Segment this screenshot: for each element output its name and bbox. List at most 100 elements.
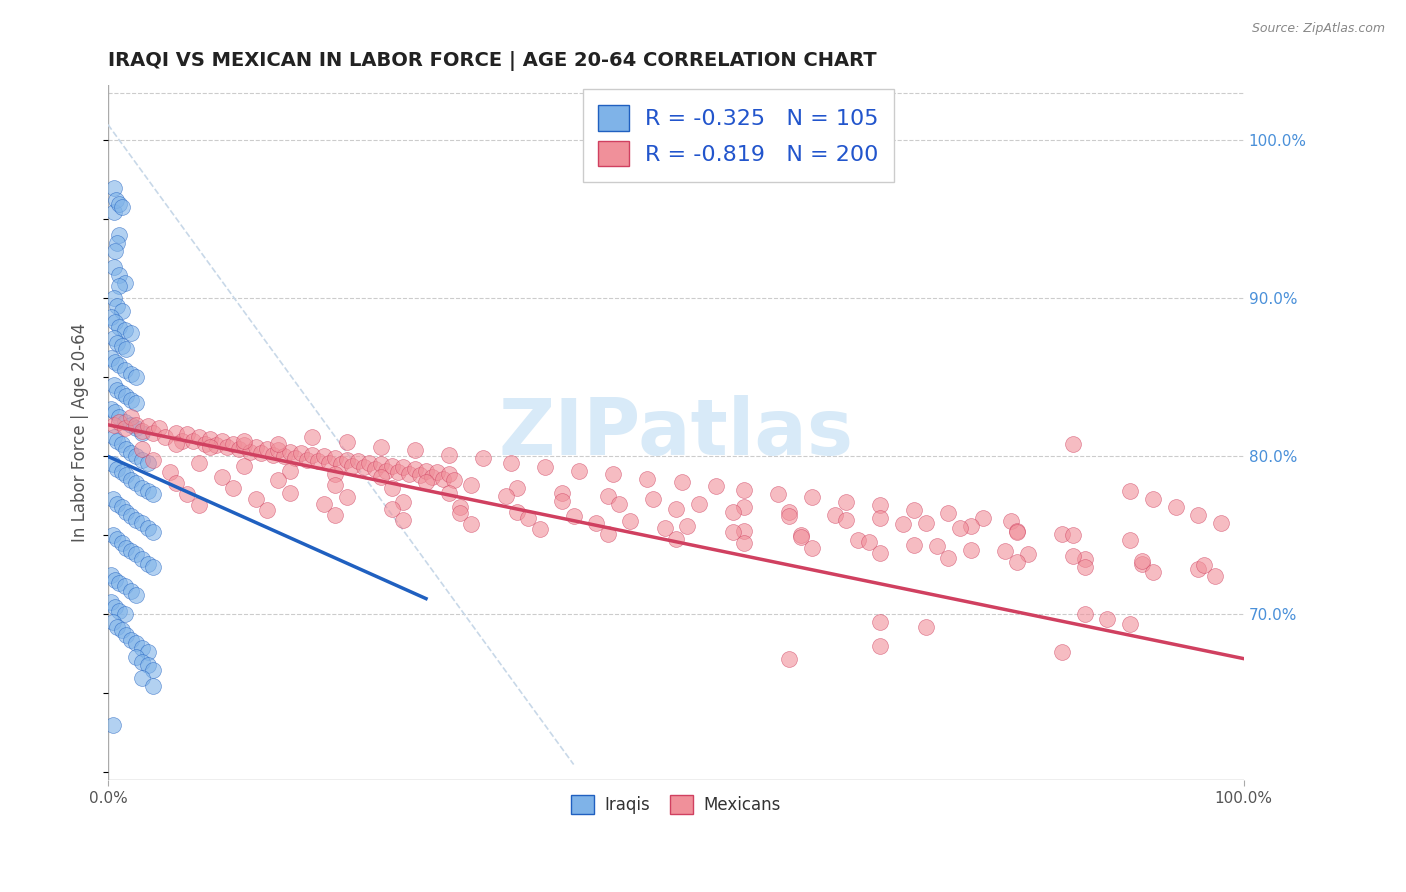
Point — [200, 440, 222, 454]
Point — [778, 509, 800, 524]
Point — [131, 442, 153, 456]
Point — [676, 519, 699, 533]
Point — [131, 516, 153, 530]
Point — [602, 467, 624, 481]
Point — [551, 485, 574, 500]
Point — [307, 454, 329, 468]
Point — [104, 315, 127, 329]
Point — [142, 679, 165, 693]
Point — [100, 595, 122, 609]
Point — [284, 450, 307, 465]
Point — [273, 450, 295, 464]
Point — [1204, 569, 1226, 583]
Point — [1074, 552, 1097, 566]
Point — [903, 503, 925, 517]
Point — [375, 464, 398, 478]
Point — [404, 462, 426, 476]
Point — [347, 454, 370, 468]
Point — [211, 434, 233, 448]
Text: Source: ZipAtlas.com: Source: ZipAtlas.com — [1251, 22, 1385, 36]
Point — [790, 528, 813, 542]
Point — [364, 462, 387, 476]
Point — [1097, 612, 1119, 626]
Point — [111, 624, 134, 638]
Point — [120, 446, 142, 460]
Point — [1142, 491, 1164, 506]
Point — [233, 458, 256, 473]
Point — [398, 467, 420, 481]
Point — [370, 440, 392, 454]
Point — [869, 615, 891, 630]
Point — [103, 292, 125, 306]
Point — [142, 663, 165, 677]
Point — [596, 489, 619, 503]
Point — [115, 628, 138, 642]
Point — [111, 500, 134, 514]
Point — [165, 425, 187, 440]
Point — [449, 500, 471, 514]
Point — [846, 533, 869, 548]
Point — [148, 421, 170, 435]
Point — [108, 604, 131, 618]
Point — [105, 620, 128, 634]
Point — [409, 468, 432, 483]
Point — [104, 244, 127, 258]
Point — [801, 491, 824, 505]
Point — [120, 417, 142, 432]
Point — [103, 378, 125, 392]
Point — [704, 479, 727, 493]
Point — [869, 511, 891, 525]
Point — [381, 458, 404, 473]
Legend: Iraqis, Mexicans: Iraqis, Mexicans — [561, 785, 790, 824]
Point — [115, 342, 138, 356]
Point — [131, 655, 153, 669]
Point — [114, 579, 136, 593]
Point — [495, 489, 517, 503]
Point — [101, 718, 124, 732]
Point — [340, 458, 363, 473]
Point — [665, 532, 688, 546]
Point — [654, 520, 676, 534]
Point — [381, 501, 404, 516]
Point — [370, 458, 392, 472]
Point — [108, 575, 131, 590]
Point — [1192, 558, 1215, 573]
Point — [1062, 549, 1084, 563]
Point — [267, 473, 290, 487]
Point — [949, 520, 972, 534]
Point — [136, 484, 159, 499]
Point — [131, 452, 153, 467]
Point — [392, 460, 415, 475]
Point — [903, 538, 925, 552]
Point — [449, 506, 471, 520]
Point — [721, 505, 744, 519]
Point — [335, 452, 357, 467]
Point — [1017, 547, 1039, 561]
Point — [301, 430, 323, 444]
Point — [120, 473, 142, 487]
Point — [1119, 484, 1142, 499]
Point — [108, 278, 131, 293]
Point — [228, 442, 250, 456]
Point — [262, 448, 284, 462]
Point — [131, 671, 153, 685]
Point — [205, 438, 228, 452]
Point — [891, 517, 914, 532]
Point — [104, 194, 127, 208]
Point — [114, 607, 136, 622]
Point — [312, 450, 335, 464]
Point — [1000, 514, 1022, 528]
Point — [432, 471, 454, 485]
Point — [101, 458, 124, 472]
Point — [200, 432, 222, 446]
Point — [108, 409, 131, 424]
Point — [437, 485, 460, 500]
Point — [318, 456, 340, 470]
Point — [278, 444, 301, 458]
Point — [568, 464, 591, 478]
Point — [914, 516, 936, 530]
Point — [335, 435, 357, 450]
Point — [835, 495, 858, 509]
Point — [103, 260, 125, 274]
Point — [125, 636, 148, 650]
